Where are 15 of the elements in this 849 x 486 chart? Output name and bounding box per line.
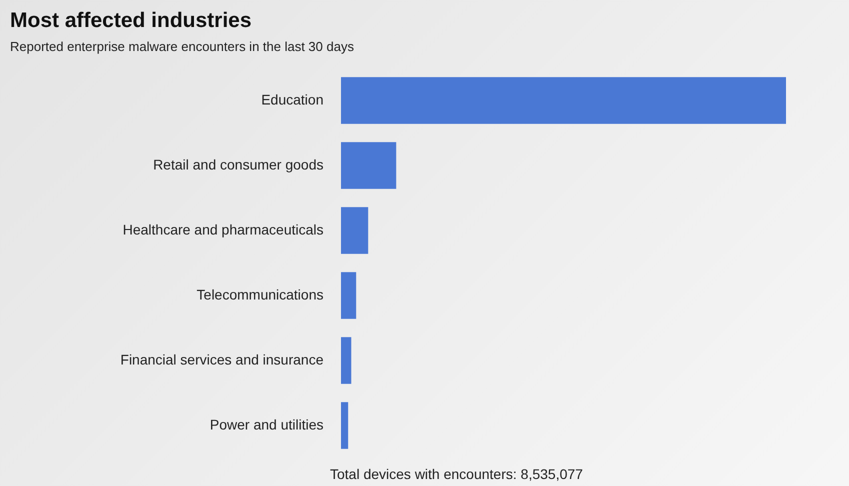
bar	[341, 142, 396, 189]
bar	[341, 337, 352, 384]
bar	[341, 207, 368, 254]
y-tick-label: Healthcare and pharmaceuticals	[122, 222, 324, 238]
text: Reported enterprise malware encounters in the last 30 days	[10, 39, 354, 54]
bar	[341, 402, 348, 449]
y-tick-label: Education	[261, 92, 324, 108]
y-tick-label: Retail and consumer goods	[153, 156, 324, 172]
bar	[341, 272, 356, 319]
y-tick-label: Telecommunications	[196, 286, 324, 302]
text: Total devices with encounters: 8,535,077	[330, 466, 583, 482]
bar	[341, 77, 786, 124]
y-tick-label: Financial services and insurance	[120, 352, 324, 368]
y-tick-label: Power and utilities	[210, 416, 324, 432]
text: Most affected industries	[10, 9, 252, 32]
